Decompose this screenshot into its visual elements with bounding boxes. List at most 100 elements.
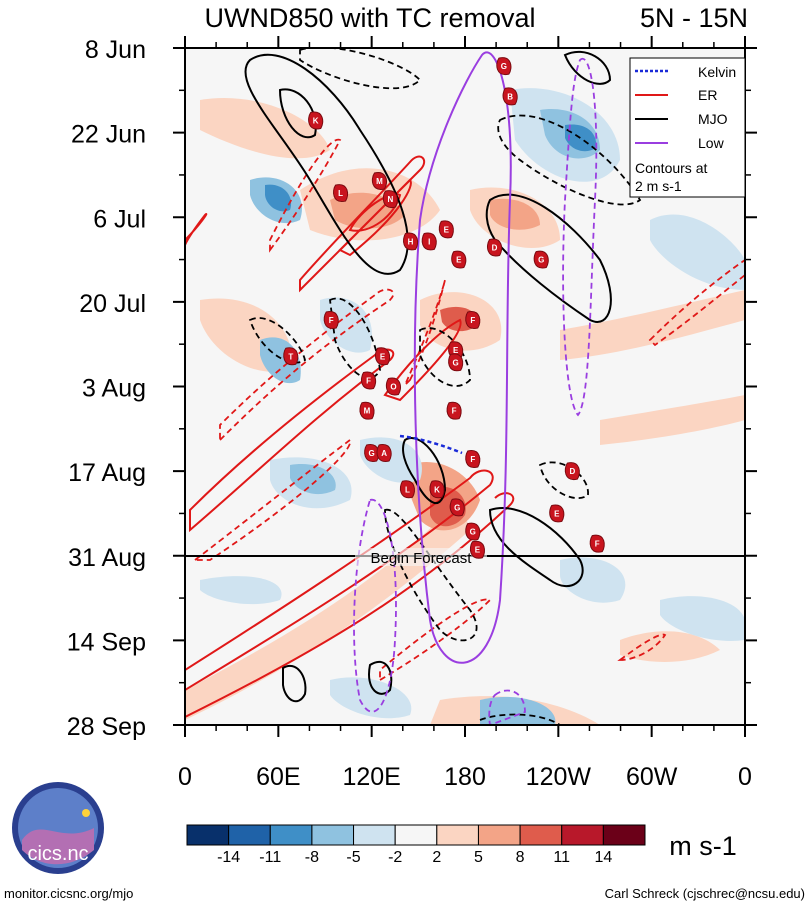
footer-credit: Carl Schreck (cjschrec@ncsu.edu) [605,886,805,901]
colorbar-label: 2 [432,849,441,866]
cyclone-eye [378,447,390,459]
cyclone-marker: K [429,480,445,499]
cyclone-label: D [569,467,575,476]
chart-subtitle: 5N - 15N [640,3,748,33]
colorbar-swatch [186,824,230,846]
cyclone-label: G [453,358,459,367]
cyclone-eye [536,254,547,265]
colorbar-swatch [394,824,438,846]
legend-label-kelvin: Kelvin [698,64,736,80]
cyclone-eye [366,447,377,459]
colorbar-label: -2 [388,849,402,866]
er-contour-dashed [219,288,395,443]
cyclone-eye [374,175,385,187]
cyclone-label: K [434,485,440,494]
cyclone-marker: F [446,401,462,420]
cyclone-eye [453,254,464,265]
cyclone-label: T [288,352,293,361]
cyclone-label: F [366,376,371,385]
cyclone-eye [377,351,388,362]
cyclone-eye [388,381,399,392]
er-contour-dashed [269,138,342,253]
cyclone-eye [424,236,435,247]
cyclone-marker: B [502,87,518,106]
cyclone-label: L [405,485,410,494]
cyclone-eye [402,484,413,495]
cyclone-eye [326,314,337,326]
legend-label-er: ER [698,87,717,103]
cyclone-eye [385,193,396,205]
colorbar-swatch [353,824,396,846]
cyclone-eye [361,405,373,416]
positive-anomaly-band [620,631,720,662]
er-contour-dashed [192,438,352,561]
cyclone-label: E [380,352,386,361]
er-contour [348,193,402,232]
colorbar-swatch [602,824,646,846]
x-tick-label: 120W [526,763,592,791]
legend-note-line1: Contours at [635,160,707,176]
cyclone-eye [452,502,463,513]
cyclone-label: F [595,540,600,549]
y-tick-label: 17 Aug [68,459,146,487]
mjo-contours [244,50,612,703]
cyclone-label: M [364,407,371,416]
mjo-contour [244,53,409,275]
y-tick-label: 8 Jun [85,36,146,64]
cyclone-eye [592,538,603,549]
cyclone-eye [467,314,478,326]
cyclone-label: G [454,503,460,512]
cyclone-marker: G [465,522,481,541]
cyclone-eye [467,526,478,537]
cyclone-eye [450,357,461,368]
cyclone-marker: M [359,401,375,420]
cyclone-marker: G [449,498,465,517]
colorbar-swatch [436,824,479,846]
cyclone-marker: D [487,238,503,257]
logo-wave [22,828,94,865]
negative-anomaly-band [560,557,626,603]
er-contour-dashed [404,279,446,386]
cyclone-eye [489,242,500,253]
cyclone-marker: G [533,250,549,269]
positive-anomaly-band [200,98,330,159]
er-contour [383,318,462,402]
cyclone-eye [441,224,452,235]
cyclone-label: G [538,256,544,265]
colorbar-label: -14 [217,849,240,866]
cyclone-label: E [444,225,450,234]
colorbar-label: 14 [594,849,612,866]
cyclone-label: A [381,449,387,458]
logo-sun [82,809,90,817]
low-negative-contours [353,57,598,725]
cyclone-marker: E [469,540,485,559]
cyclone-marker: E [451,250,467,269]
cyclone-eye [431,484,443,495]
colorbar-label: 8 [516,849,525,866]
x-tick-label: 60E [256,763,300,791]
positive-anomaly-band [600,395,745,445]
cyclone-label: M [376,177,383,186]
legend-label-mjo: MJO [698,111,728,127]
x-tick-label: 120E [342,763,400,791]
mjo-contour [368,660,393,695]
cyclone-marker: K [308,111,324,130]
colorbar-swatch [269,824,313,846]
colorbar-swatch [228,824,271,846]
low-contours [413,51,512,664]
colorbar-swatch [561,824,604,846]
cyclone-label: N [387,195,393,204]
mjo-contour [485,193,612,323]
cyclone-label: D [492,243,498,252]
legend-box [629,57,746,198]
negative-anomaly-band [200,576,282,605]
cyclone-label: E [456,256,462,265]
cics-logo: cics.nc [12,782,104,874]
y-tick-label: 22 Jun [71,121,146,149]
chart-title: UWND850 with TC removal [204,3,535,33]
positive-anomaly-band [490,198,540,230]
colorbar-label: 5 [474,849,483,866]
mjo-contour-dashed [497,114,642,206]
